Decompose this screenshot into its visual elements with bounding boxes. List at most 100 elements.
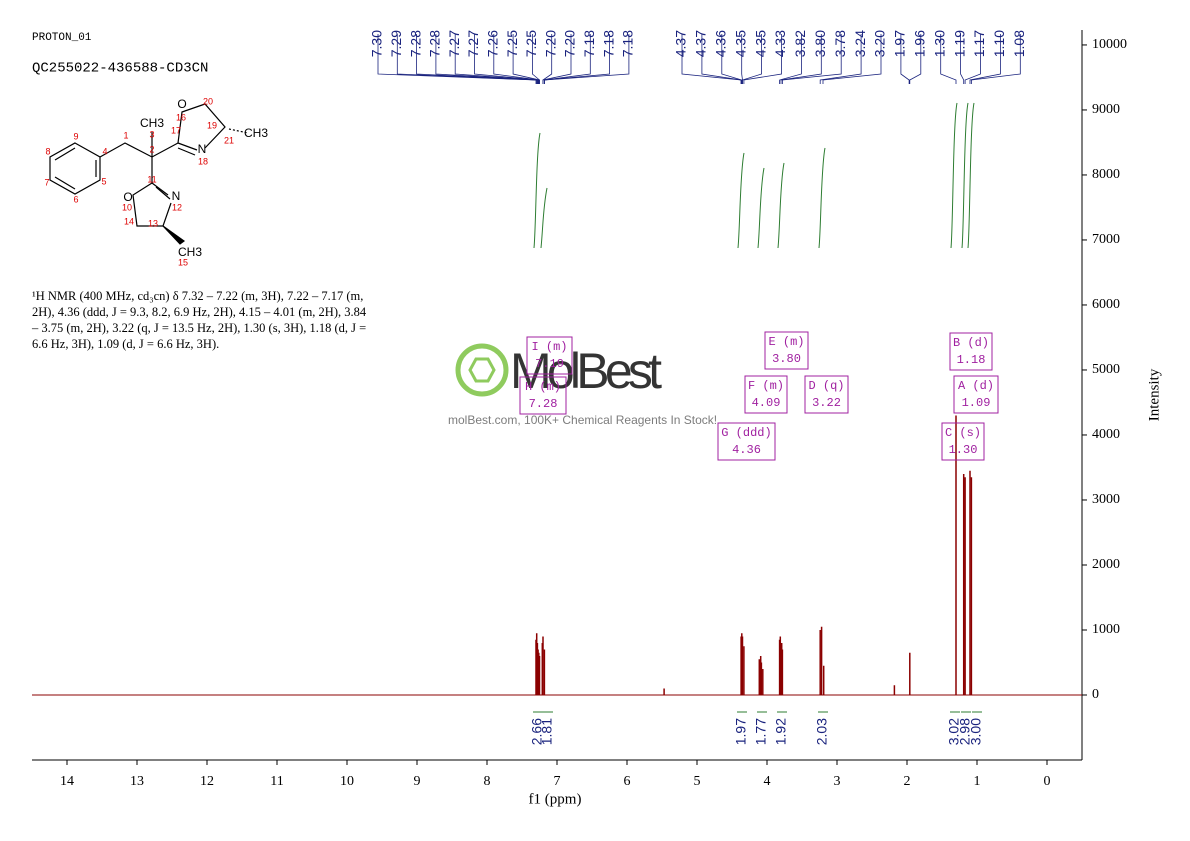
logo-hex (468, 357, 496, 383)
peak-label: 4.33 (772, 30, 788, 57)
bond (177, 147, 196, 156)
y-tick-label: 2000 (1092, 557, 1120, 572)
x-tick-label: 11 (270, 774, 283, 789)
peak-label: 7.18 (600, 30, 616, 57)
peak-label: 7.30 (369, 30, 385, 57)
integral-label: 3.00 (968, 718, 984, 745)
atom-number: 11 (147, 174, 156, 184)
x-tick-label: 1 (974, 774, 981, 789)
chart-subtitle: QC255022-436588-CD3CN (32, 61, 208, 77)
x-tick-label: 0 (1044, 774, 1051, 789)
multiplet-label: F (m) (748, 379, 784, 393)
integral-curve (950, 102, 958, 249)
peak-label-line (779, 34, 802, 84)
multiplet-label: G (ddd) (721, 426, 771, 440)
peak-label-line (377, 34, 537, 84)
atom-number: 12 (172, 202, 182, 212)
multiplet-shift: 1.09 (962, 396, 991, 410)
atom-label: CH3 (140, 116, 164, 130)
atom-number: 13 (148, 218, 158, 228)
peak-label: 4.36 (713, 30, 729, 57)
peak-label-line (940, 34, 957, 84)
peak-label: 7.25 (504, 30, 520, 57)
peak-label-line (396, 34, 538, 84)
multiplet-label: A (d) (958, 379, 994, 393)
bond (99, 142, 179, 158)
peak-label-line (909, 34, 922, 84)
atom-label: N (172, 189, 181, 203)
peak-label: 3.78 (832, 30, 848, 57)
peak-label: 1.10 (991, 30, 1007, 57)
peak-label: 3.80 (812, 30, 828, 57)
multiplet-box (519, 376, 567, 415)
integral-curve (818, 147, 826, 249)
peak-label-line (542, 34, 572, 84)
bond (155, 186, 171, 200)
atom-number: 2 (149, 144, 154, 154)
multiplet-shift: 3.22 (812, 396, 841, 410)
multiplet-label: D (q) (808, 379, 844, 393)
multiplet-box (526, 336, 573, 375)
peak-label-line (532, 34, 540, 84)
peak-label: 7.20 (542, 30, 558, 57)
multiplet-label: E (m) (768, 335, 804, 349)
logo-text: MolBest (510, 343, 662, 399)
x-tick-label: 5 (694, 774, 701, 789)
multiplet-label: C (s) (945, 426, 981, 440)
peak-label-line (474, 34, 539, 84)
benzene (49, 142, 101, 195)
x-axis-label: f1 (ppm) (529, 791, 582, 807)
integral-label: 2.66 (529, 718, 545, 745)
bond (54, 176, 76, 190)
peak-label: 4.35 (732, 30, 748, 57)
peak-label-line (742, 34, 762, 84)
integral-curve (777, 162, 785, 249)
multiplet-shift: 7.28 (529, 397, 558, 411)
bond (132, 182, 172, 227)
peak-label: 7.18 (620, 30, 636, 57)
multiplet-shift: 1.18 (957, 353, 986, 367)
x-tick-label: 4 (764, 774, 771, 789)
integral-label: 2.98 (957, 718, 973, 745)
chart-title: PROTON_01 (32, 32, 92, 44)
peak-label-line (493, 34, 540, 84)
peak-label: 4.35 (752, 30, 768, 57)
atom-label: N (198, 142, 207, 156)
atom-label: CH3 (244, 126, 268, 140)
atom-number: 9 (73, 131, 78, 141)
bond (151, 182, 169, 196)
peak-label: 1.97 (892, 30, 908, 57)
y-tick-label: 0 (1092, 687, 1099, 702)
atom-number: 17 (171, 125, 181, 135)
peak-label: 7.27 (465, 30, 481, 57)
multiplet-shift: 4.09 (752, 396, 781, 410)
multiplet-box (717, 422, 776, 461)
y-tick-label: 5000 (1092, 362, 1120, 377)
integral-curve (967, 102, 975, 249)
y-tick-label: 9000 (1092, 102, 1120, 117)
integral-curve (757, 167, 765, 249)
atom-number: 16 (176, 112, 186, 122)
peak-label-line (900, 34, 910, 84)
peak-label-line (969, 34, 1001, 84)
atom-number: 1 (123, 130, 128, 140)
atom-label: CH3 (178, 245, 202, 259)
peak-label-line (960, 34, 965, 84)
peak-label-line (701, 34, 742, 84)
peak-label-line (721, 34, 743, 84)
peak-label: 7.28 (427, 30, 443, 57)
atom-label: O (123, 190, 132, 204)
x-tick-label: 3 (834, 774, 841, 789)
x-tick-label: 2 (904, 774, 911, 789)
multiplet-box (953, 375, 999, 414)
integral-label: 1.97 (733, 718, 749, 745)
bond (228, 128, 249, 134)
multiplet-label: I (m) (531, 340, 567, 354)
peak-label-line (544, 34, 630, 84)
x-tick-label: 13 (130, 774, 144, 789)
multiplet-shift: 4.36 (732, 443, 761, 457)
peak-label-line (964, 34, 981, 84)
